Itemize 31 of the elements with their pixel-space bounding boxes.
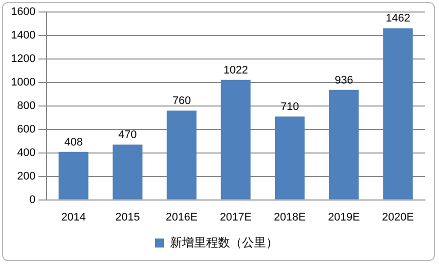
x-tick-label: 2014	[61, 211, 86, 224]
data-label: 470	[118, 129, 137, 142]
y-tick-label: 200	[17, 170, 36, 182]
bar	[274, 116, 305, 200]
y-tick-label: 400	[17, 146, 36, 159]
data-label: 1022	[223, 64, 248, 76]
y-tick-label: 1400	[10, 30, 36, 42]
bar	[220, 80, 251, 200]
data-label: 760	[172, 95, 191, 108]
data-label: 710	[280, 100, 299, 113]
y-tick-label: 0	[29, 194, 36, 206]
x-tick-label: 2020E	[382, 211, 414, 224]
y-tick-label: 1600	[10, 6, 36, 18]
y-tick-label: 600	[17, 123, 36, 136]
bar	[112, 144, 142, 200]
data-label: 408	[64, 136, 83, 148]
x-tick-label: 2019E	[328, 211, 360, 224]
x-tick-label: 2015	[115, 211, 140, 224]
bar	[383, 28, 413, 200]
data-label: 1462	[386, 12, 410, 25]
y-tick-label: 1200	[10, 52, 36, 65]
y-tick-label: 800	[17, 100, 36, 112]
x-tick-label: 2016E	[166, 211, 198, 224]
y-tick-label: 1000	[10, 76, 36, 88]
data-label: 936	[334, 74, 354, 86]
x-tick-label: 2018E	[274, 211, 306, 224]
bar	[166, 110, 197, 200]
x-tick-label: 2017E	[220, 211, 252, 224]
bar	[329, 90, 359, 200]
legend-label: 新增里程数（公里）	[170, 235, 278, 250]
bar	[58, 152, 88, 200]
